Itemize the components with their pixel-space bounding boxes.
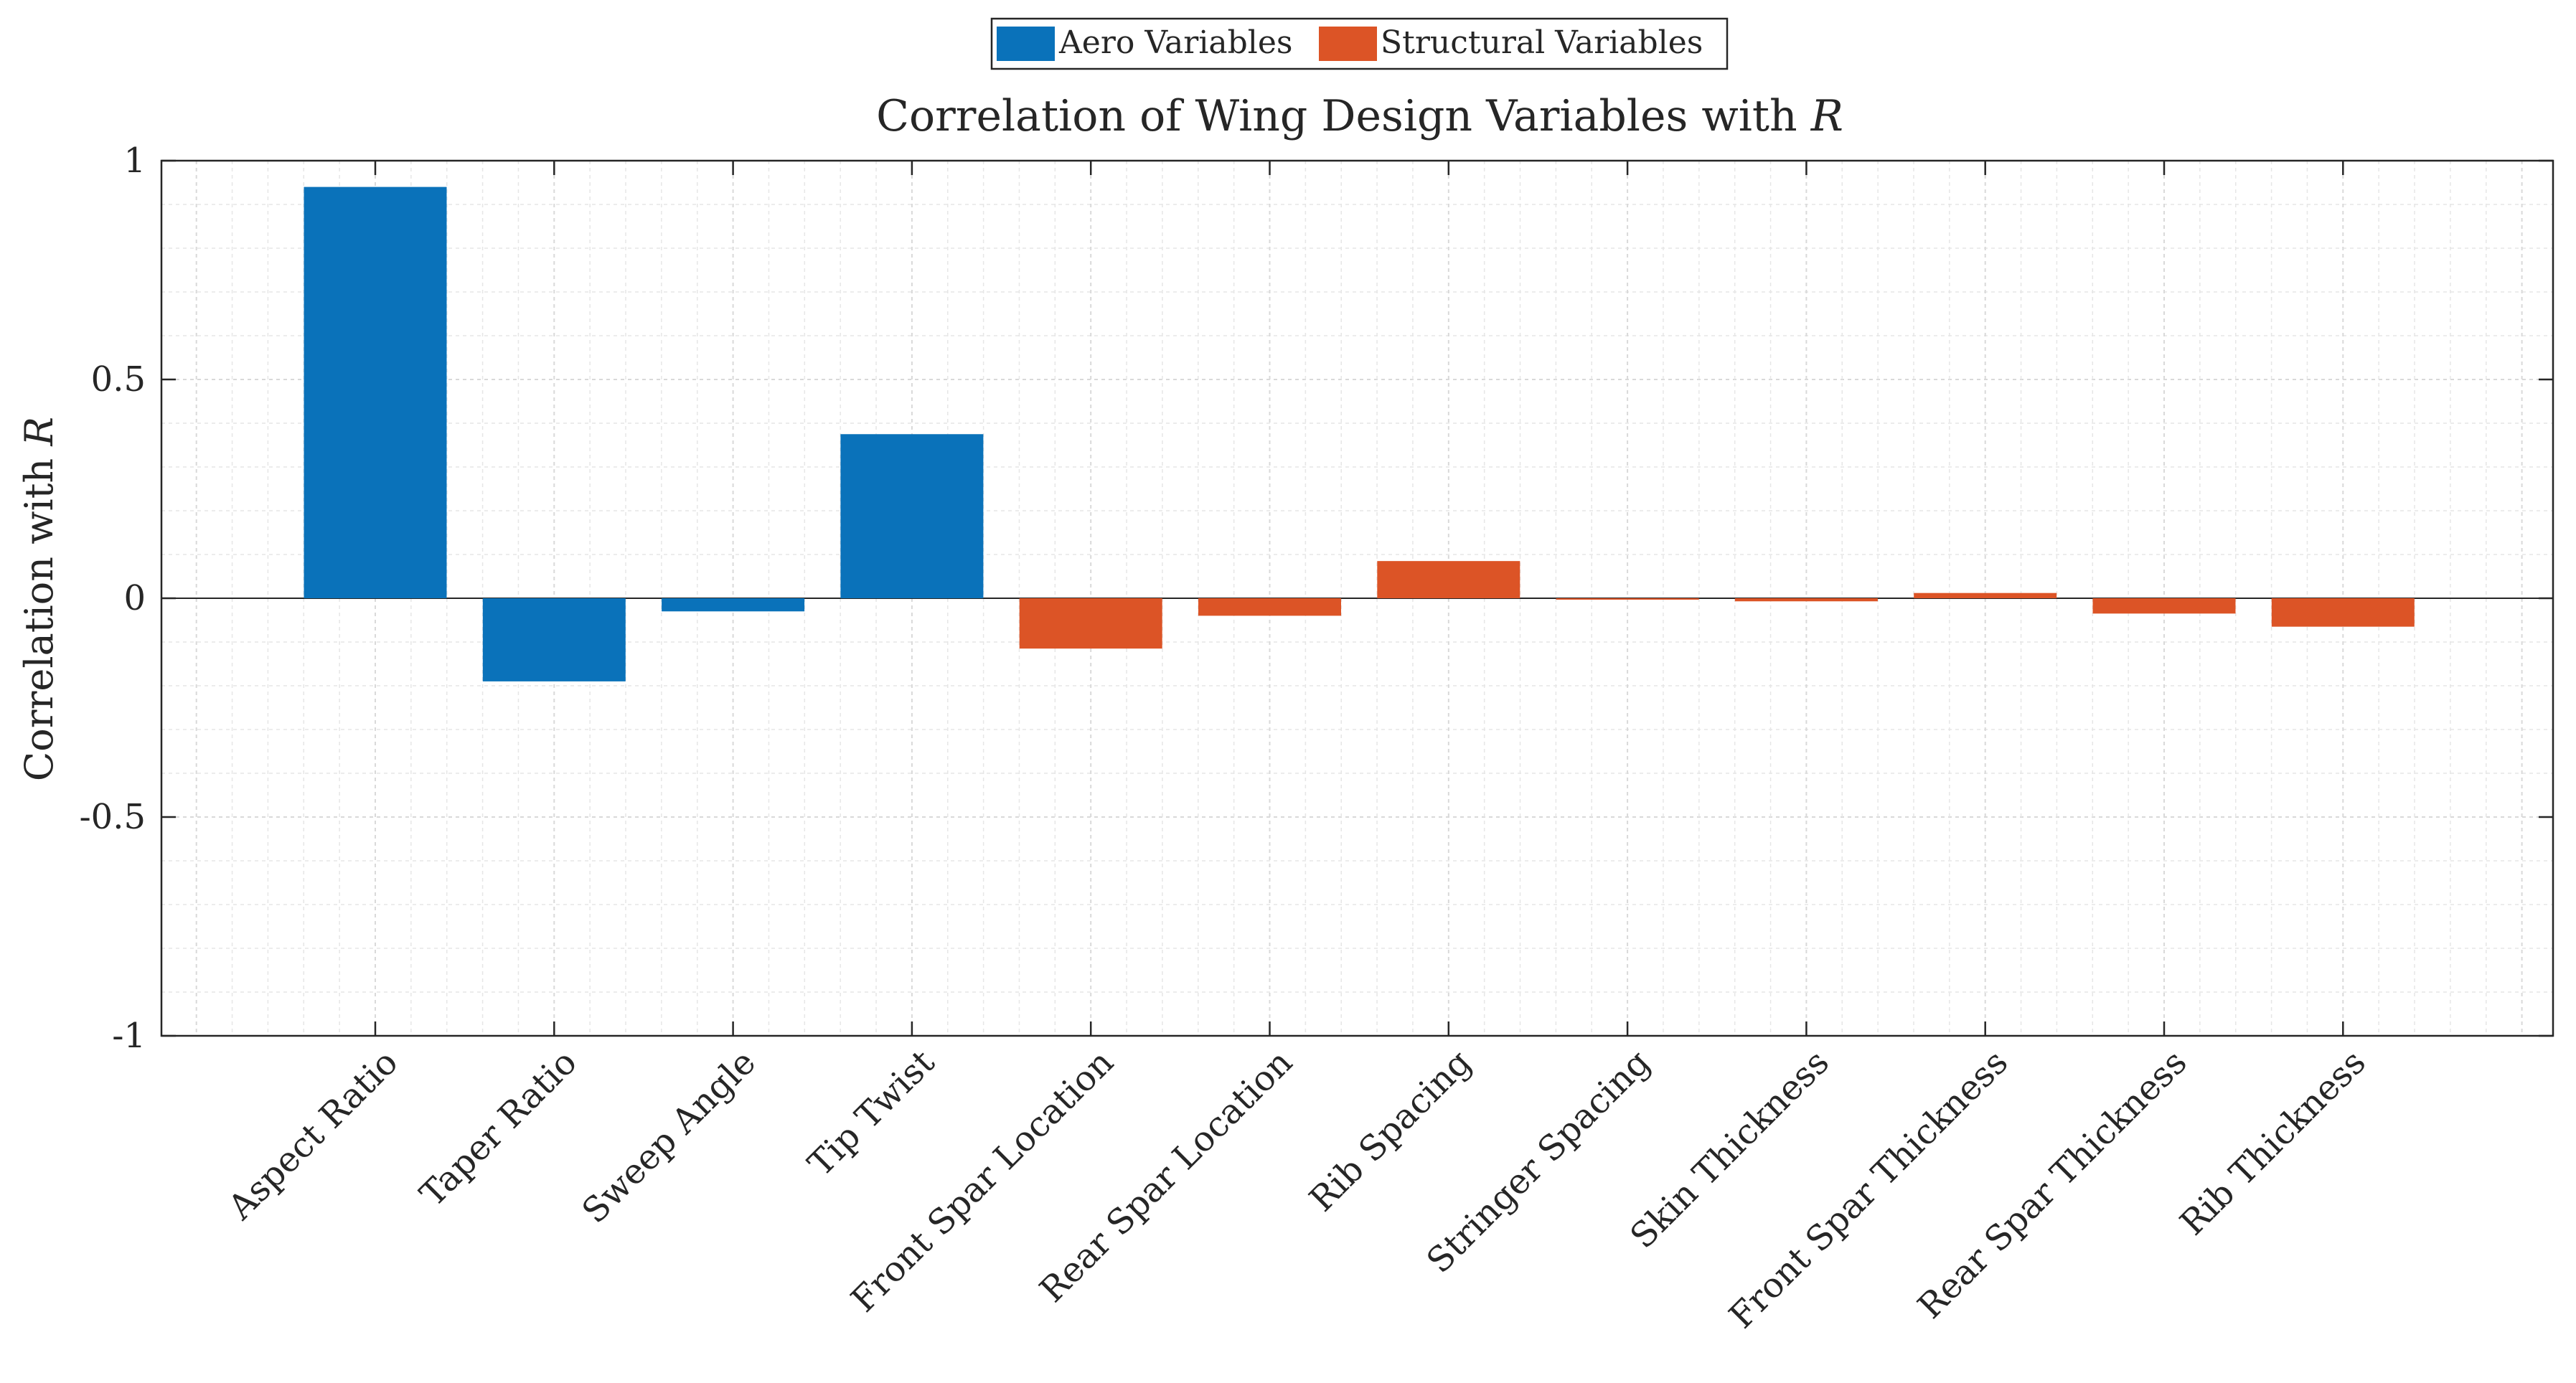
bar <box>2092 598 2236 614</box>
y-axis-symbol: R <box>17 417 62 447</box>
bar <box>2271 598 2415 627</box>
title-symbol: R <box>1810 91 1843 141</box>
bar <box>304 187 447 599</box>
bar <box>1734 598 1878 602</box>
category-label: Taper Ratio <box>413 1042 585 1214</box>
bar <box>840 434 984 598</box>
y-tick-label: 0.5 <box>91 359 146 400</box>
y-axis-title: Correlation with R <box>17 417 62 781</box>
category-label: Tip Twist <box>800 1042 942 1184</box>
category-label: Rib Thickness <box>2173 1042 2374 1243</box>
bars <box>304 187 2415 681</box>
y-tick-label: 1 <box>123 141 146 181</box>
bar <box>1556 598 1699 600</box>
category-label: Sweep Angle <box>574 1042 763 1232</box>
category-label: Rib Spacing <box>1302 1042 1479 1219</box>
bar <box>662 598 805 612</box>
bar <box>482 598 626 681</box>
bar <box>1198 598 1341 616</box>
chart-title: Correlation of Wing Design Variables wit… <box>876 91 1843 141</box>
y-tick-label: 0 <box>123 578 146 618</box>
bar <box>1377 561 1520 598</box>
category-label: Aspect Ratio <box>220 1042 405 1228</box>
y-tick-label: -0.5 <box>79 797 146 837</box>
ticks <box>161 159 2553 1037</box>
legend-swatch-aero <box>997 27 1055 61</box>
legend-label-structural: Structural Variables <box>1381 24 1703 61</box>
bar <box>1019 598 1162 649</box>
y-tick-label: -1 <box>112 1016 146 1056</box>
legend: Aero Variables Structural Variables <box>990 17 1729 70</box>
y-tick-labels: 1 0.5 0 -0.5 -1 <box>79 141 146 1056</box>
legend-label-aero: Aero Variables <box>1058 24 1293 61</box>
bar <box>1914 593 2057 598</box>
legend-swatch-structural <box>1319 27 1377 61</box>
